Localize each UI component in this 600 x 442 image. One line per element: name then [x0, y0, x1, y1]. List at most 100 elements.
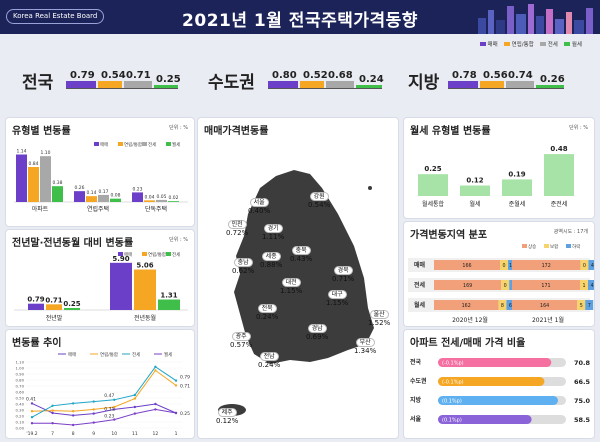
bar-segment — [580, 260, 589, 270]
bar — [98, 194, 109, 202]
map-label-jeju: 제주 0.12% — [216, 408, 239, 425]
data-point — [174, 379, 178, 382]
y-tick-label: 0.00 — [16, 426, 25, 431]
legend-label: 월세 — [172, 141, 180, 148]
row-label: 지방 — [410, 396, 422, 404]
data-label: 0.31 — [104, 406, 114, 412]
rent-type-chart: 0.25 월세통합 0.12 월세 0.19 준월세 0.48 준전세 — [418, 145, 574, 208]
summary-value-monthly: 0.25 — [156, 74, 181, 85]
x-tick-label: 10 — [111, 431, 117, 437]
segment-value-label: 171 — [541, 283, 550, 289]
data-label: 0.41 — [26, 396, 36, 402]
panel-title: 월세 유형별 변동률 — [410, 126, 491, 137]
bar-segment — [585, 300, 594, 310]
data-point — [133, 393, 137, 397]
legend-label: 전세 — [172, 251, 180, 258]
row-label: 월세 — [414, 301, 426, 309]
summary-bar-combined — [480, 81, 504, 88]
bar-value-label: 0.38 — [52, 180, 62, 186]
summary-bar-combined — [98, 81, 122, 88]
y-tick-label: 0.70 — [16, 384, 25, 389]
segment-value-label: 4 — [590, 283, 593, 289]
segment-value-label: 1 — [582, 283, 585, 289]
legend-swatch — [142, 142, 147, 146]
x-tick-label: 월세통합 — [422, 200, 445, 208]
page-title: 2021년 1월 전국주택가격동향 — [182, 11, 418, 31]
data-point — [30, 416, 34, 419]
bar — [418, 174, 448, 196]
legend-swatch — [566, 244, 571, 248]
legend-item-monthly: 월세 — [563, 40, 582, 48]
y-tick-label: 0.30 — [16, 408, 25, 413]
logo: Korea Real Estate Board — [6, 9, 105, 24]
summary-value-monthly: 0.24 — [359, 74, 384, 85]
bar-value-label: 1.14 — [16, 149, 26, 155]
map-label-daejeon: 대전 1.15% — [280, 278, 303, 295]
panel-title: 가격변동지역 분포 — [410, 230, 488, 241]
data-label: 0.79 — [180, 375, 190, 381]
bar-value-label: 58.5 — [574, 416, 591, 424]
change-label: (0.1%p) — [442, 399, 462, 405]
panel-trend: 변동률 추이 매매 연립/통합 전세 월세 0.00 0.10 0.20 0.30 0.40 0.… — [6, 330, 194, 438]
data-point — [51, 404, 54, 407]
series-line — [32, 408, 177, 426]
legend-item-combined: 연립/통합 — [503, 40, 534, 48]
legend-label: 매매 — [100, 141, 108, 148]
legend-swatch — [522, 244, 527, 248]
y-tick-label: 0.40 — [16, 402, 25, 407]
bar — [86, 196, 97, 202]
bar — [544, 154, 574, 196]
summary-region-label: 수도권 — [208, 73, 255, 93]
summary-local: 지방 0.78 0.56 0.74 0.26 — [408, 66, 584, 94]
summary-bar-sale — [268, 81, 298, 88]
summary-national: 전국 0.79 0.54 0.71 0.25 — [22, 66, 194, 94]
y-tick-label: 0.20 — [16, 414, 25, 419]
bar-value-label: 75.0 — [574, 397, 591, 405]
summary-region-label: 지방 — [408, 73, 440, 93]
data-label: 0.71 — [180, 383, 190, 389]
bar-value-label: 0.19 — [508, 170, 525, 178]
bar-value-label: 0.25 — [424, 165, 441, 173]
panel-title: 유형별 변동률 — [12, 126, 71, 137]
map-label-gwangju: 광주 0.57% — [230, 332, 253, 349]
bar-value-label: 0.02 — [168, 195, 178, 201]
bar — [52, 186, 63, 202]
x-tick-label: 아파트 — [32, 205, 49, 213]
summary-value-jeonse: 0.68 — [328, 70, 353, 81]
x-tick-label: 전년말 — [46, 314, 63, 322]
series-line — [31, 402, 177, 416]
row-label: 전세 — [414, 281, 426, 289]
segment-value-label: 162 — [462, 303, 471, 309]
segment-value-label: 0 — [504, 283, 507, 289]
data-point — [92, 421, 95, 424]
x-tick-label: 7 — [51, 431, 54, 437]
bar-value-label: 0.25 — [63, 300, 80, 308]
map-label-chungbuk: 충북 0.43% — [290, 246, 313, 263]
bar — [28, 303, 44, 310]
map-label-busan: 부산 1.34% — [354, 338, 377, 355]
segment-value-label: 0 — [502, 263, 505, 269]
bar — [144, 200, 155, 202]
map-label-jeonbuk: 전북 0.24% — [256, 304, 279, 321]
panel-rent-type: 월세 유형별 변동률 단위 : % 0.25 월세통합 0.12 월세 0.19 준월세 0… — [404, 118, 594, 218]
bar-segment — [506, 300, 515, 310]
bar — [16, 154, 27, 202]
x-tick-label: 준월세 — [509, 200, 526, 208]
data-point — [71, 410, 75, 413]
summary-value-jeonse: 0.71 — [126, 70, 151, 81]
map-label-sejong: 세종 0.88% — [260, 252, 283, 269]
x-tick-label: 9 — [92, 431, 95, 437]
bar-segment — [577, 300, 586, 310]
summary-region-label: 전국 — [22, 73, 54, 93]
bar-value-label: 0.79 — [27, 296, 44, 304]
panel-title: 매매가격변동률 — [204, 126, 269, 137]
bar-value-label: 0.48 — [550, 145, 567, 153]
summary-value-sale: 0.79 — [70, 70, 95, 81]
panel-apt-ratio: 아파트 전세/매매 가격 비율 전국 (-0.1%p) 70.8 수도권 (-0.1%p… — [404, 330, 594, 438]
panel-title: 아파트 전세/매매 가격 비율 — [410, 338, 526, 349]
bar — [438, 358, 552, 367]
segment-value-label: 166 — [462, 263, 471, 269]
data-point — [71, 423, 75, 427]
bar-segment — [512, 280, 581, 290]
